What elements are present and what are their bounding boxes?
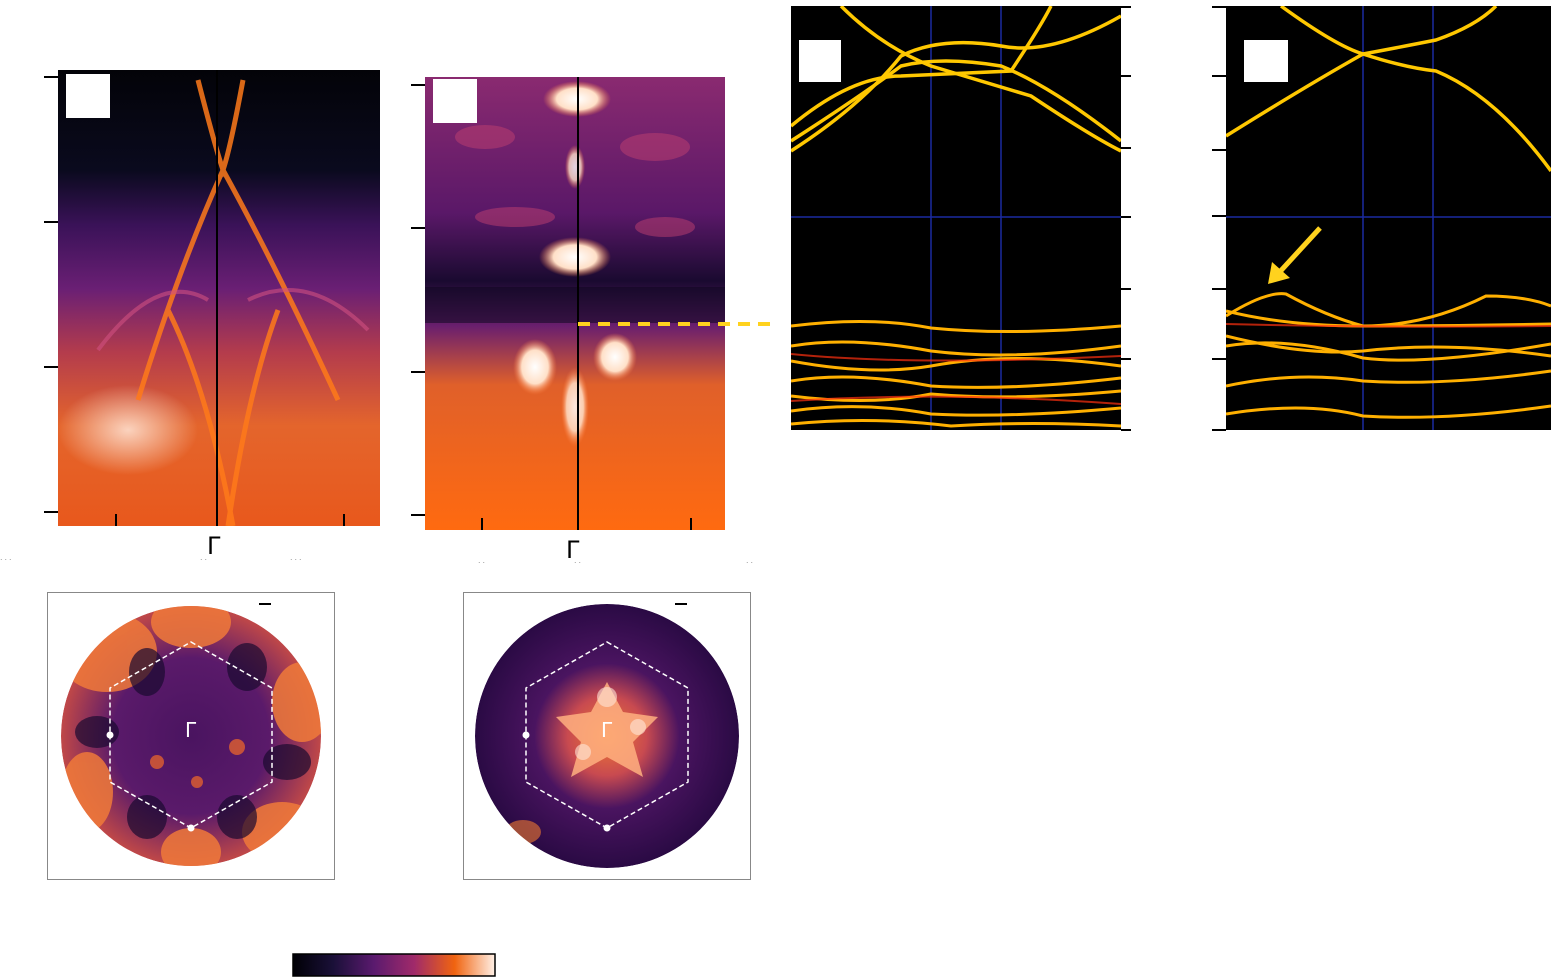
colorbar <box>292 953 496 977</box>
arpes-image-1 <box>58 70 380 526</box>
band2-ytick <box>1212 75 1226 77</box>
gamma-label-arpes-1: Γ <box>207 532 221 560</box>
panel-label-box-3 <box>799 40 841 82</box>
arpes1-xtick <box>115 514 117 526</box>
arpes1-ytick <box>44 366 58 368</box>
band-panel-1 <box>791 6 1121 430</box>
band1-ytick <box>1121 216 1131 218</box>
stray-label: .. <box>478 555 488 565</box>
arpes2-xtick <box>690 518 692 530</box>
gamma-label-arpes-2: Γ <box>566 536 580 564</box>
band1-ytick <box>1121 147 1131 149</box>
arrow-icon <box>1268 226 1322 284</box>
panel-label-box-4 <box>1244 40 1288 82</box>
arpes1-xtick <box>343 514 345 526</box>
band2-ytick <box>1212 288 1226 290</box>
stray-label: ... <box>290 552 304 562</box>
arpes2-ytick <box>411 84 425 86</box>
band1-ytick <box>1121 6 1131 8</box>
band2-ytick <box>1212 6 1226 8</box>
band1-ytick <box>1121 75 1131 77</box>
panel-label-box-2 <box>433 79 477 123</box>
fs-panel-2: Γ <box>463 592 751 880</box>
stray-label: .. <box>200 552 210 562</box>
arpes1-ytick <box>44 76 58 78</box>
band2-ytick <box>1212 358 1226 360</box>
panel-label-box-1 <box>66 74 110 118</box>
arpes-panel-1 <box>58 70 380 526</box>
band-structure-1 <box>791 6 1121 430</box>
gamma-label-fs-2: Γ <box>601 718 613 742</box>
arpes2-ytick <box>411 514 425 516</box>
band-panel-2 <box>1226 6 1551 430</box>
fs-map-2 <box>463 592 751 880</box>
gamma-label-fs-1: Γ <box>185 718 197 742</box>
arpes-panel-2 <box>425 77 725 530</box>
arpes1-ytick <box>44 221 58 223</box>
arpes1-ytick <box>44 511 58 513</box>
arpes2-ytick <box>411 227 425 229</box>
stray-label: ... <box>0 552 14 562</box>
band2-ytick <box>1212 215 1226 217</box>
band1-ytick <box>1121 288 1131 290</box>
stray-label: .. <box>574 555 584 565</box>
arpes2-ytick <box>411 371 425 373</box>
arpes2-xtick <box>481 518 483 530</box>
fs-map-1 <box>47 592 335 880</box>
stray-label: .. <box>746 555 756 565</box>
fs-panel-1: Γ <box>47 592 335 880</box>
band1-ytick <box>1121 429 1131 431</box>
band1-ytick <box>1121 358 1131 360</box>
band2-ytick <box>1212 429 1226 431</box>
arpes-image-2 <box>425 77 725 530</box>
band2-ytick <box>1212 149 1226 151</box>
